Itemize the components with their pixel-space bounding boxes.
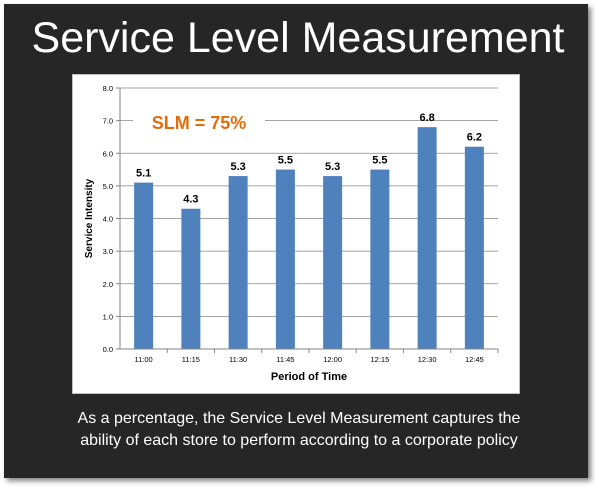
- slm-annotation-box: [133, 102, 265, 142]
- y-tick-label: 1.0: [103, 312, 113, 321]
- x-tick-label: 12:30: [418, 355, 437, 364]
- chart-panel: 5.1 4.3 5.3 5.5 5.3 5.5 6.8 6.2 0.0 1.0 2.0 3.0 4.0…: [72, 74, 520, 394]
- bar: [134, 182, 154, 349]
- bar-chart: 5.1 4.3 5.3 5.5 5.3 5.5 6.8 6.2 0.0 1.0 2.0 3.0 4.0…: [84, 84, 499, 383]
- bar-data-label: 5.5: [278, 155, 293, 167]
- bar-data-label: 5.1: [136, 168, 151, 180]
- y-tick-label: 6.0: [103, 149, 113, 158]
- caption-line-1: As a percentage, the Service Level Measu…: [77, 410, 521, 427]
- bar-data-label: 6.2: [467, 132, 482, 144]
- slide-title: Service Level Measurement: [31, 14, 565, 62]
- x-tick-label: 11:30: [229, 355, 247, 364]
- bar: [228, 176, 248, 349]
- bar: [464, 146, 484, 349]
- bar-data-label: 5.5: [372, 155, 387, 167]
- x-axis-title: Period of Time: [271, 371, 347, 383]
- bar-data-label: 5.3: [325, 161, 340, 173]
- y-tick-label: 8.0: [103, 84, 113, 93]
- bar: [417, 127, 437, 350]
- y-tick-label: 2.0: [103, 280, 113, 289]
- y-tick-label: 3.0: [103, 247, 113, 256]
- x-tick-label: 12:45: [465, 355, 484, 364]
- y-tick-label: 5.0: [103, 182, 113, 191]
- x-tick-label: 12:00: [323, 355, 342, 364]
- bar-data-label: 5.3: [230, 161, 245, 173]
- bars: [134, 127, 484, 350]
- bar: [323, 176, 343, 349]
- slm-annotation-text: SLM = 75%: [152, 113, 247, 133]
- bar: [181, 208, 201, 349]
- data-labels: 5.1 4.3 5.3 5.5 5.3 5.5 6.8 6.2: [136, 112, 482, 206]
- y-axis-title: Service Intensity: [84, 178, 95, 258]
- x-tick-label: 11:15: [182, 355, 200, 364]
- bar: [370, 169, 390, 349]
- y-tick-labels: 0.0 1.0 2.0 3.0 4.0 5.0 6.0 7.0 8.0: [103, 84, 113, 354]
- x-tick-label: 12:15: [370, 355, 389, 364]
- y-tick-label: 0.0: [103, 345, 113, 354]
- y-tick-label: 4.0: [103, 215, 113, 224]
- bar-data-label: 6.8: [419, 112, 434, 124]
- bar-data-label: 4.3: [183, 194, 198, 206]
- x-tick-label: 11:00: [135, 355, 153, 364]
- bar: [275, 169, 295, 349]
- x-tick-labels: 11:00 11:15 11:30 11:45 12:00 12:15 12:30 12:45: [135, 355, 484, 364]
- slide-caption: As a percentage, the Service Level Measu…: [0, 408, 598, 452]
- x-tick-label: 11:45: [276, 355, 294, 364]
- y-tick-label: 7.0: [103, 117, 113, 126]
- caption-line-2: ability of each store to perform accordi…: [80, 432, 518, 449]
